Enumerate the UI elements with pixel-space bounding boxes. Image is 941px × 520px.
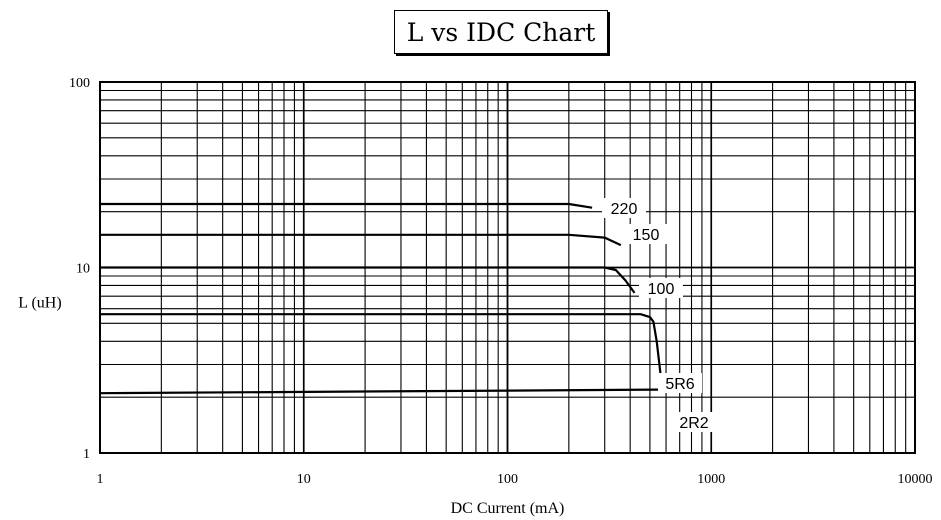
x-axis-label: DC Current (mA) — [451, 500, 565, 517]
series-label-bg — [658, 373, 702, 393]
series-curves — [99, 202, 680, 395]
series-label-5r6: 5R6 — [665, 376, 694, 393]
series-label-2r2: 2R2 — [679, 415, 708, 432]
x-tick-label: 10000 — [898, 472, 933, 487]
x-tick-label: 1000 — [697, 472, 725, 487]
series-line-150 — [100, 233, 622, 247]
series-line-220 — [100, 202, 593, 209]
series-label-100: 100 — [648, 281, 675, 298]
series-label-bg — [624, 224, 668, 244]
series-line-5r6 — [100, 313, 663, 383]
series-label-bg — [602, 198, 646, 218]
chart-title: L vs IDC Chart — [394, 10, 608, 54]
series-line-100 — [100, 266, 636, 294]
x-tick-label: 1 — [97, 472, 104, 487]
y-tick-label: 100 — [69, 76, 90, 91]
series-label-bg — [672, 412, 716, 432]
series-line-2r2 — [99, 388, 680, 395]
tick-labels: 1 10 100 1000 10000 1 10 100 — [69, 76, 933, 487]
y-axis-label: L (uH) — [18, 295, 61, 312]
y-tick-label: 1 — [83, 447, 90, 462]
series-label-220: 220 — [611, 201, 638, 218]
x-tick-label: 100 — [497, 472, 518, 487]
series-label-bg — [639, 278, 683, 298]
series-label-150: 150 — [633, 227, 660, 244]
x-tick-label: 10 — [297, 472, 311, 487]
y-tick-label: 10 — [76, 262, 90, 277]
series-labels: 220 150 100 5R6 2R2 — [602, 198, 716, 432]
